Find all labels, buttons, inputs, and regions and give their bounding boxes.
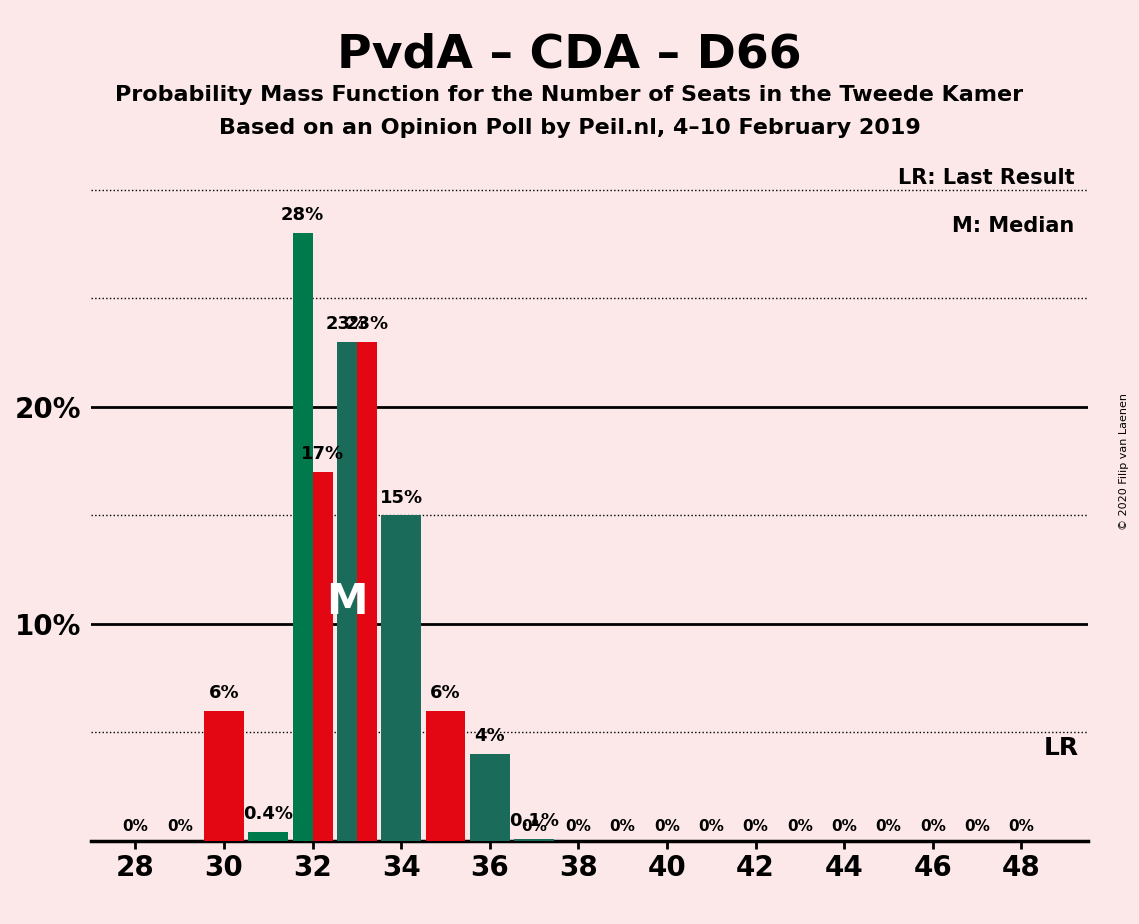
Text: 0.1%: 0.1% xyxy=(509,812,559,830)
Text: 0%: 0% xyxy=(609,820,636,834)
Text: 28%: 28% xyxy=(281,206,325,225)
Text: PvdA – CDA – D66: PvdA – CDA – D66 xyxy=(337,32,802,78)
Bar xyxy=(469,754,509,841)
Text: LR: Last Result: LR: Last Result xyxy=(898,168,1074,188)
Text: 4%: 4% xyxy=(475,727,505,746)
Text: 0%: 0% xyxy=(831,820,857,834)
Text: 15%: 15% xyxy=(379,489,423,506)
Bar xyxy=(337,342,357,841)
Text: M: Median: M: Median xyxy=(952,215,1074,236)
Text: 0%: 0% xyxy=(743,820,769,834)
Text: © 2020 Filip van Laenen: © 2020 Filip van Laenen xyxy=(1120,394,1129,530)
Bar xyxy=(514,839,554,841)
Bar xyxy=(312,472,333,841)
Text: 0%: 0% xyxy=(522,820,547,834)
Bar xyxy=(382,516,421,841)
Text: 23%: 23% xyxy=(326,315,369,333)
Text: 0%: 0% xyxy=(964,820,990,834)
Text: 0%: 0% xyxy=(920,820,945,834)
Text: Probability Mass Function for the Number of Seats in the Tweede Kamer: Probability Mass Function for the Number… xyxy=(115,85,1024,105)
Text: 0%: 0% xyxy=(565,820,591,834)
Text: M: M xyxy=(326,581,368,623)
Text: 0%: 0% xyxy=(123,820,148,834)
Bar xyxy=(426,711,466,841)
Bar xyxy=(248,833,288,841)
Bar xyxy=(357,342,377,841)
Text: 0%: 0% xyxy=(698,820,724,834)
Text: 17%: 17% xyxy=(301,445,344,463)
Text: 0%: 0% xyxy=(1008,820,1034,834)
Text: 23%: 23% xyxy=(345,315,388,333)
Text: 6%: 6% xyxy=(208,684,239,702)
Bar xyxy=(204,711,244,841)
Text: 0%: 0% xyxy=(654,820,680,834)
Text: 0.4%: 0.4% xyxy=(244,806,294,823)
Text: 6%: 6% xyxy=(431,684,461,702)
Text: Based on an Opinion Poll by Peil.nl, 4–10 February 2019: Based on an Opinion Poll by Peil.nl, 4–1… xyxy=(219,118,920,139)
Text: 0%: 0% xyxy=(787,820,813,834)
Text: 0%: 0% xyxy=(876,820,901,834)
Text: 0%: 0% xyxy=(166,820,192,834)
Bar xyxy=(293,233,312,841)
Text: LR: LR xyxy=(1043,736,1079,760)
